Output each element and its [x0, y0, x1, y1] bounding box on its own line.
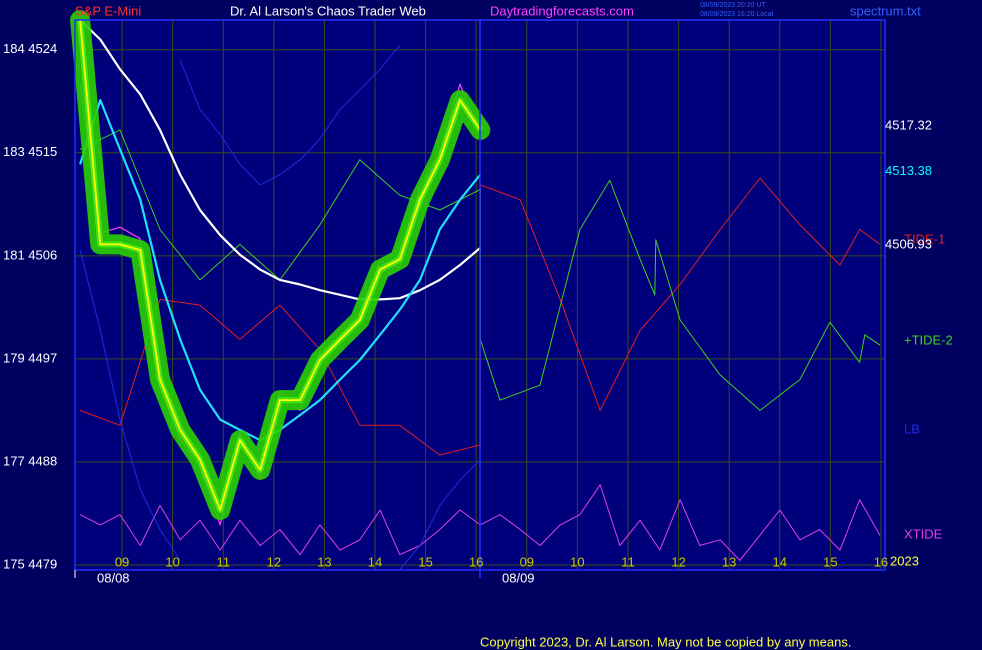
y-tick-label: 175 4479 [3, 556, 57, 571]
x-tick-label: 11 [621, 554, 635, 569]
y-tick-label: 179 4497 [3, 350, 57, 365]
legend-label: XTIDE [904, 526, 943, 541]
copyright: Copyright 2023, Dr. Al Larson. May not b… [480, 634, 851, 649]
date-label: 08/08 [97, 570, 130, 585]
website: Daytradingforecasts.com [490, 3, 634, 18]
plot-border [74, 19, 886, 571]
price-label: 4506.93 [885, 237, 932, 252]
y-tick-label: 181 4506 [3, 247, 57, 262]
labels: 184 4524 183 4515 181 4506 179 4497 177 4488… [3, 41, 953, 571]
legend-label: LB [904, 421, 920, 436]
instrument: S&P E-Mini [75, 3, 141, 18]
x-tick-label: 10 [570, 554, 584, 569]
y-tick-label: 184 4524 [3, 41, 57, 56]
x-tick-label: 09 [520, 554, 534, 569]
x-tick-label: 10 [165, 554, 179, 569]
x-tick-label: 16 [874, 554, 888, 569]
date-label: 08/09 [502, 570, 535, 585]
series-line [179, 44, 401, 186]
x-tick-label: 14 [773, 554, 787, 569]
y-tick-label: 177 4488 [3, 453, 57, 468]
legend-label: TIDE-1 [904, 231, 945, 246]
x-tick-label: 15 [418, 554, 432, 569]
x-tick-label: 11 [216, 554, 230, 569]
x-tick-label: 15 [823, 554, 837, 569]
timestamp: 08/09/2023 20:20 UT [700, 2, 766, 9]
chart-title: Dr. Al Larson's Chaos Trader Web [230, 3, 426, 18]
file-name: spectrum.txt [850, 3, 921, 18]
price-label: 4513.38 [885, 163, 932, 178]
series-line [79, 249, 481, 570]
x-tick-label: 14 [368, 554, 382, 569]
x-tick-label: 13 [722, 554, 736, 569]
x-tick-label: 12 [671, 554, 685, 569]
lines [70, 10, 881, 570]
legend-label: +TIDE-2 [904, 332, 953, 347]
grid [75, 20, 885, 570]
series-line [79, 19, 482, 511]
series-line [79, 129, 881, 411]
x-tick-label: 16 [469, 554, 483, 569]
year-label: 2023 [890, 553, 919, 568]
y-tick-label: 183 4515 [3, 144, 57, 159]
x-tick-label: 13 [317, 554, 331, 569]
series-line [79, 19, 482, 301]
x-tick-label: 12 [267, 554, 281, 569]
price-label: 4517.32 [885, 118, 932, 133]
x-tick-label: 09 [115, 554, 129, 569]
timestamp: 08/09/2023 16:20 Local [700, 11, 774, 18]
